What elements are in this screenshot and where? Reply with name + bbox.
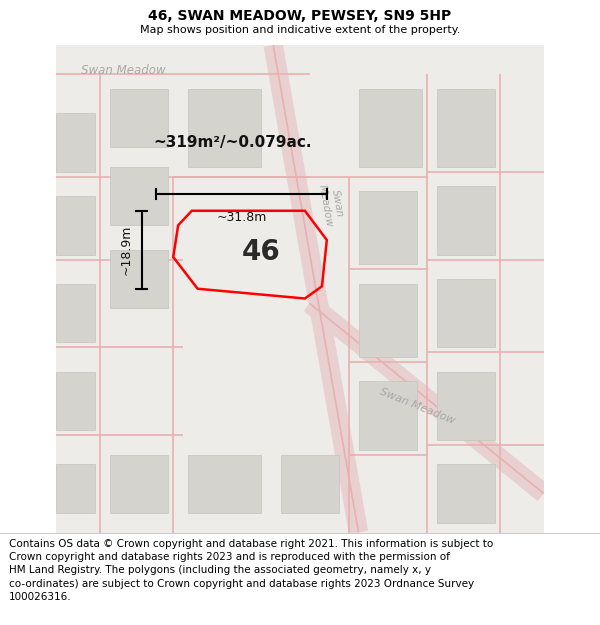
Polygon shape bbox=[56, 196, 95, 254]
Text: Swan
Meadow: Swan Meadow bbox=[317, 181, 346, 228]
Polygon shape bbox=[437, 186, 495, 254]
Polygon shape bbox=[188, 89, 261, 167]
Polygon shape bbox=[359, 381, 417, 449]
Text: Map shows position and indicative extent of the property.: Map shows position and indicative extent… bbox=[140, 25, 460, 35]
Polygon shape bbox=[56, 464, 95, 513]
Text: ~319m²/~0.079ac.: ~319m²/~0.079ac. bbox=[154, 135, 312, 150]
Text: Contains OS data © Crown copyright and database right 2021. This information is : Contains OS data © Crown copyright and d… bbox=[9, 539, 493, 602]
Text: ~31.8m: ~31.8m bbox=[217, 211, 266, 224]
Polygon shape bbox=[56, 113, 95, 172]
Text: Swan Meadow: Swan Meadow bbox=[378, 386, 456, 426]
Polygon shape bbox=[437, 89, 495, 167]
Polygon shape bbox=[281, 454, 339, 513]
Text: ~18.9m: ~18.9m bbox=[120, 224, 133, 275]
Polygon shape bbox=[56, 284, 95, 342]
Polygon shape bbox=[437, 372, 495, 440]
Polygon shape bbox=[56, 372, 95, 430]
Polygon shape bbox=[359, 191, 417, 264]
Polygon shape bbox=[437, 464, 495, 522]
Polygon shape bbox=[110, 89, 169, 148]
Text: 46: 46 bbox=[242, 238, 280, 266]
Polygon shape bbox=[359, 284, 417, 357]
Polygon shape bbox=[110, 454, 169, 513]
Polygon shape bbox=[188, 454, 261, 513]
Polygon shape bbox=[110, 250, 169, 308]
Polygon shape bbox=[110, 167, 169, 226]
Polygon shape bbox=[437, 279, 495, 348]
Polygon shape bbox=[359, 89, 422, 167]
Text: Swan Meadow: Swan Meadow bbox=[80, 64, 165, 78]
Text: 46, SWAN MEADOW, PEWSEY, SN9 5HP: 46, SWAN MEADOW, PEWSEY, SN9 5HP bbox=[148, 9, 452, 23]
